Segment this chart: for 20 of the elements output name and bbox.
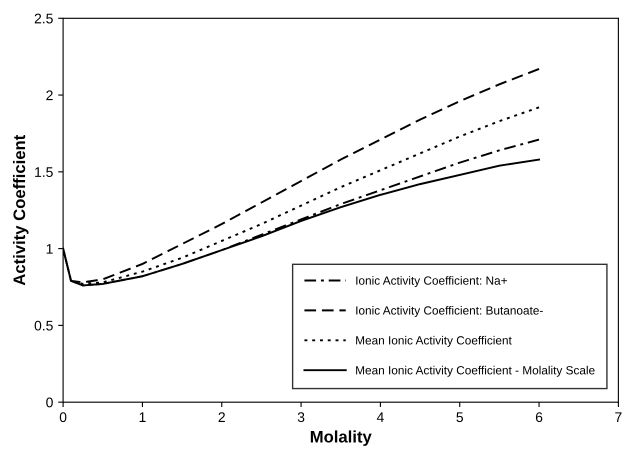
x-tick-label: 7 (615, 412, 622, 422)
x-tick-label: 4 (376, 412, 384, 422)
legend-label: Ionic Activity Coefficient: Butanoate- (356, 306, 543, 317)
x-tick-label: 2 (218, 412, 225, 422)
legend-label: Mean Ionic Activity Coefficient (356, 336, 512, 347)
y-axis-title: Activity Coefficient (12, 134, 29, 286)
x-tick-label: 0 (60, 412, 66, 422)
y-tick-label: 1 (46, 244, 53, 254)
y-tick-label: 2 (46, 90, 53, 100)
x-tick-label: 1 (140, 412, 146, 422)
legend-label: Mean Ionic Activity Coefficient - Molality Scale (356, 366, 595, 377)
y-tick-label: 0.5 (34, 320, 53, 331)
x-tick-label: 5 (456, 412, 464, 422)
x-tick-label: 6 (536, 412, 542, 422)
y-tick-label: 0 (46, 397, 53, 408)
x-tick-label: 3 (298, 412, 304, 422)
legend-label: Ionic Activity Coefficient: Na+ (356, 276, 507, 288)
y-tick-label: 1.5 (35, 167, 53, 177)
x-axis-title: Molality (310, 430, 372, 446)
y-tick-label: 2.5 (34, 14, 53, 24)
